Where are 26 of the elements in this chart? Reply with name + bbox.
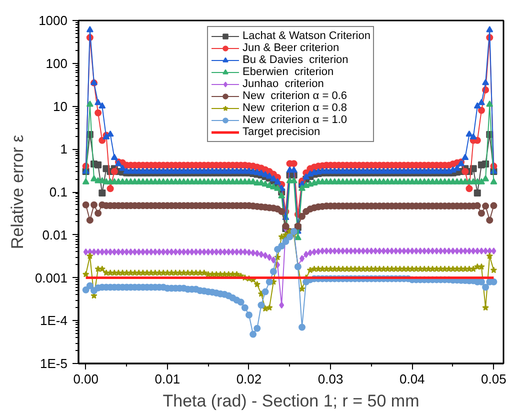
legend-label: Lachat & Watson Criterion bbox=[242, 30, 370, 42]
y-tick-label: 100 bbox=[46, 56, 68, 71]
legend-label: Eberwien criterion bbox=[242, 66, 334, 78]
legend-label: Target precision bbox=[242, 126, 320, 138]
y-tick-label: 1E-4 bbox=[40, 313, 68, 328]
legend-label: Jun & Beer criterion bbox=[242, 42, 340, 54]
legend-label: Bu & Davies criterion bbox=[242, 54, 348, 66]
x-axis-title: Theta (rad) - Section 1; r = 50 mm bbox=[162, 392, 420, 410]
y-tick-label: 0.1 bbox=[49, 184, 68, 200]
x-tick-label: 0.05 bbox=[481, 372, 506, 386]
legend-label: New criterion α = 1.0 bbox=[242, 114, 347, 126]
x-tick-label: 0.01 bbox=[154, 372, 180, 386]
y-tick-label: 1 bbox=[60, 142, 68, 157]
legend-label: Junhao criterion bbox=[242, 78, 324, 90]
y-tick-label: 10 bbox=[53, 98, 68, 114]
y-tick-label: 1E-5 bbox=[40, 356, 68, 371]
y-axis-title: Relative error ε bbox=[8, 134, 27, 250]
x-tick-label: 0.04 bbox=[399, 372, 425, 386]
y-tick-label: 1000 bbox=[38, 13, 68, 28]
y-tick-label: 0.001 bbox=[34, 270, 68, 286]
legend-label: New criterion α = 0.8 bbox=[242, 102, 347, 114]
x-tick-label: 0.02 bbox=[236, 372, 262, 386]
legend-label: New criterion α = 0.6 bbox=[242, 90, 347, 102]
x-tick-label: 0.03 bbox=[318, 372, 344, 386]
y-tick-label: 0.01 bbox=[42, 227, 68, 242]
x-tick-label: 0.00 bbox=[73, 372, 99, 386]
